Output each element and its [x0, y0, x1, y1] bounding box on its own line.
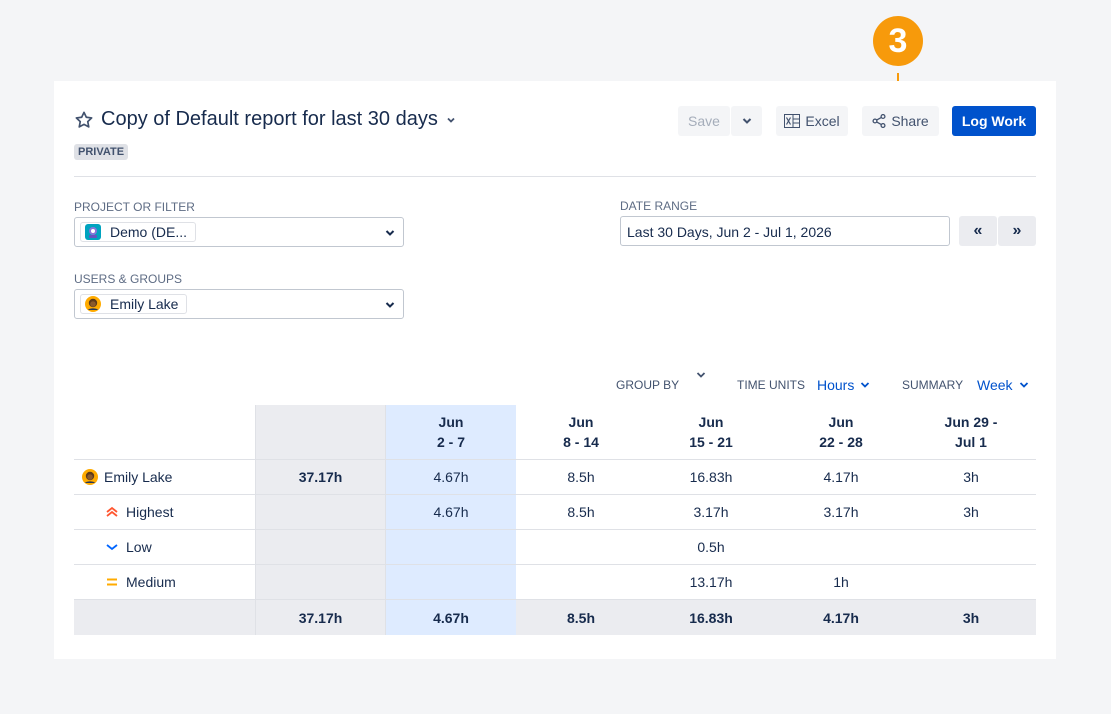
report-card: Copy of Default report for last 30 days …	[54, 81, 1056, 659]
avatar	[85, 296, 101, 312]
log-work-button[interactable]: Log Work	[952, 106, 1036, 136]
row-total	[255, 495, 386, 529]
time-units-label: TIME UNITS	[737, 378, 805, 392]
project-chip: Demo (DE...	[80, 222, 197, 242]
row-total	[255, 530, 386, 564]
header-divider	[74, 176, 1036, 177]
column-total: 4.17h	[823, 609, 859, 626]
column-header: Jun 15 - 21	[689, 414, 733, 450]
table-cell	[516, 530, 646, 564]
chevron-down-icon[interactable]	[446, 115, 456, 125]
next-period-button[interactable]: »	[998, 216, 1036, 246]
report-title-text: Copy of Default report for last 30 days	[101, 108, 438, 130]
table-cell	[516, 565, 646, 599]
table-cell: 13.17h	[689, 574, 733, 590]
save-button[interactable]: Save	[678, 106, 730, 136]
summary-label: SUMMARY	[902, 378, 964, 392]
project-filter-select[interactable]: Demo (DE...	[74, 217, 404, 247]
excel-label: Excel	[805, 113, 840, 129]
table-cell	[776, 530, 906, 564]
row-total	[255, 565, 386, 599]
table-totals-row: 37.17h 4.67h 8.5h 16.83h 4.17h 3h	[74, 600, 1036, 635]
user-chip: Emily Lake	[80, 294, 188, 314]
grand-total: 37.17h	[255, 600, 386, 635]
row-label: Low	[74, 530, 255, 564]
group-by-chevron-icon[interactable]	[696, 370, 706, 380]
chevron-down-icon	[742, 118, 751, 124]
avatar	[82, 469, 98, 485]
users-groups-label: USERS & GROUPS	[74, 272, 183, 286]
summary-value: Week	[977, 377, 1013, 393]
row-label: Emily Lake	[74, 460, 255, 494]
report-header: Copy of Default report for last 30 days …	[74, 106, 1036, 160]
row-total: 37.17h	[255, 460, 386, 494]
chevron-down-icon	[1019, 382, 1028, 388]
chevron-down-icon	[385, 230, 395, 236]
table-row-user[interactable]: Emily Lake 37.17h 4.67h 8.5h 16.83h 4.17…	[74, 460, 1036, 495]
table-cell: 16.83h	[689, 469, 733, 485]
time-units-value: Hours	[817, 377, 855, 393]
date-range-label: DATE RANGE	[620, 199, 698, 213]
table-cell: 0.5h	[697, 539, 725, 555]
previous-period-button[interactable]: «	[959, 216, 997, 246]
row-label: Medium	[74, 565, 255, 599]
share-label: Share	[891, 113, 929, 129]
users-groups-select[interactable]: Emily Lake	[74, 289, 404, 319]
private-badge: PRIVATE	[74, 144, 129, 160]
header-cell-total	[255, 405, 386, 459]
date-range-input[interactable]: Last 30 Days, Jun 2 - Jul 1, 2026	[620, 216, 950, 246]
table-cell: 4.67h	[386, 495, 516, 529]
priority-low-icon	[106, 544, 118, 551]
column-header: Jun 2 - 7	[386, 405, 516, 459]
header-cell-label	[74, 405, 255, 459]
column-header: Jun 8 - 14	[563, 414, 599, 450]
column-total: 4.67h	[386, 600, 516, 635]
report-title[interactable]: Copy of Default report for last 30 days	[74, 108, 456, 131]
table-header-row: Jun 2 - 7 Jun 8 - 14 Jun 15 - 21 Jun 22 - 28…	[74, 405, 1036, 460]
table-cell	[906, 565, 1036, 599]
table-cell: 3h	[963, 469, 979, 485]
excel-icon	[784, 114, 801, 128]
share-button[interactable]: Share	[862, 106, 939, 136]
table-row-low[interactable]: Low 0.5h	[74, 530, 1036, 565]
project-chip-label: Demo (DE...	[110, 224, 188, 240]
excel-export-button[interactable]: Excel	[776, 106, 848, 136]
group-by-label: GROUP BY	[616, 378, 680, 392]
totals-label	[74, 600, 255, 635]
table-cell: 4.67h	[386, 460, 516, 494]
column-total: 3h	[962, 609, 980, 626]
table-cell	[386, 530, 516, 564]
table-cell	[906, 530, 1036, 564]
table-cell: 3.17h	[693, 504, 729, 520]
column-total: 16.83h	[689, 609, 733, 626]
share-icon	[872, 114, 886, 128]
column-header: Jun 29 - Jul 1	[944, 414, 998, 450]
chevron-down-icon	[861, 382, 870, 388]
priority-medium-icon	[107, 578, 117, 586]
table-cell: 4.17h	[823, 469, 859, 485]
step-callout-badge: 3	[873, 16, 923, 66]
summary-select[interactable]: Week	[977, 377, 1029, 393]
table-cell: 8.5h	[567, 469, 595, 485]
project-filter-label: PROJECT OR FILTER	[74, 200, 195, 214]
user-chip-label: Emily Lake	[110, 296, 179, 312]
column-header: Jun 22 - 28	[819, 414, 863, 450]
table-row-medium[interactable]: Medium 13.17h 1h	[74, 565, 1036, 600]
save-options-button[interactable]	[731, 106, 762, 136]
table-cell: 3.17h	[823, 504, 859, 520]
table-cell: 1h	[833, 574, 849, 590]
star-icon[interactable]	[74, 110, 94, 130]
table-cell: 8.5h	[567, 504, 595, 520]
priority-highest-icon	[106, 506, 118, 517]
chevron-down-icon	[385, 302, 395, 308]
project-icon	[85, 224, 101, 240]
table-row-highest[interactable]: Highest 4.67h 8.5h 3.17h 3.17h 3h	[74, 495, 1036, 530]
table-cell	[386, 565, 516, 599]
row-label: Highest	[74, 495, 255, 529]
time-units-select[interactable]: Hours	[817, 377, 870, 393]
column-total: 8.5h	[566, 609, 595, 626]
table-cell: 3h	[963, 504, 979, 520]
